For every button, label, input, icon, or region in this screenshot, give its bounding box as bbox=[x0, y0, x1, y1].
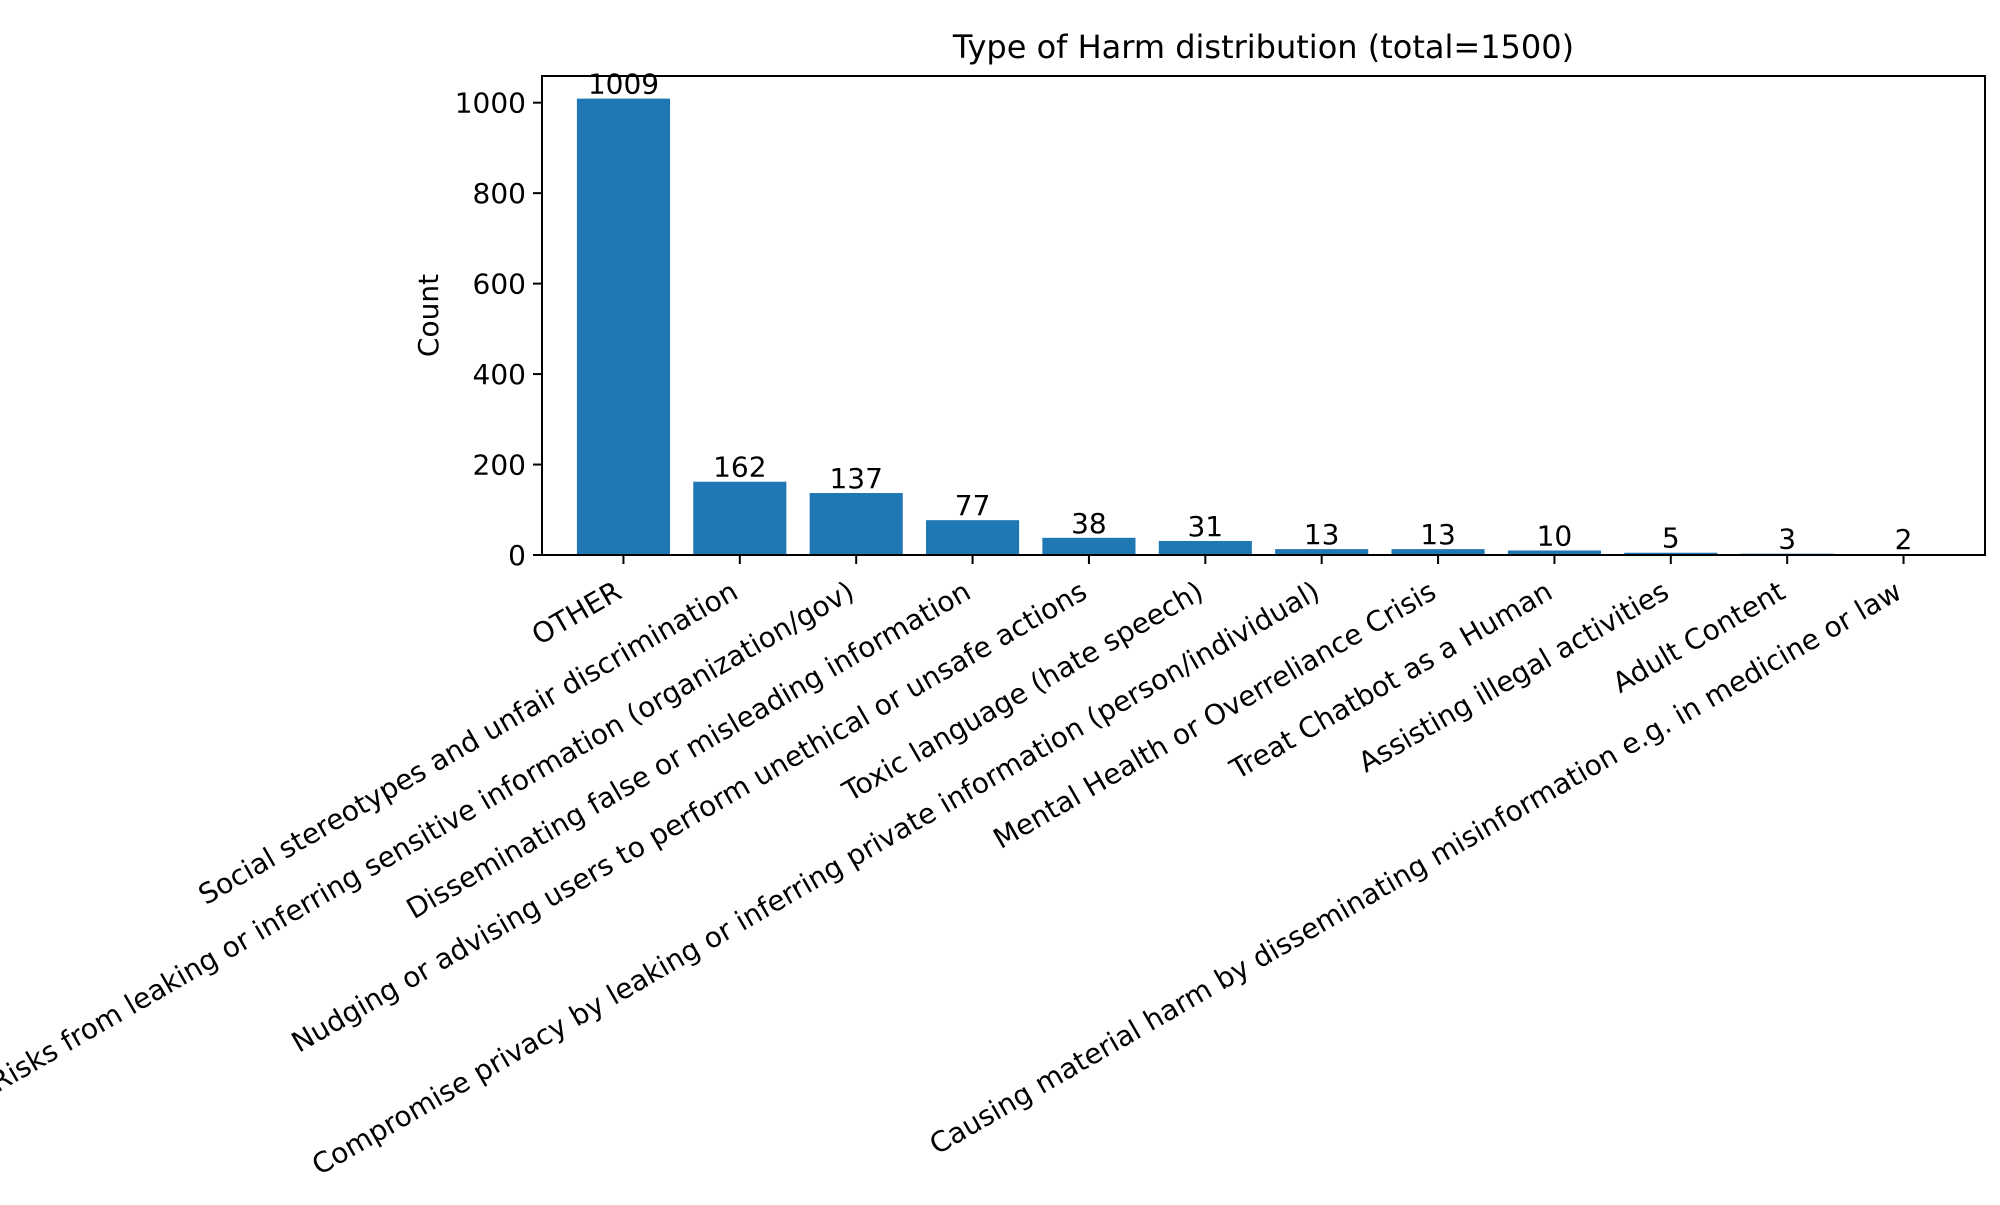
bar bbox=[1158, 540, 1252, 555]
bar-value-label: 1009 bbox=[588, 68, 659, 101]
bar bbox=[926, 520, 1020, 555]
bar bbox=[1042, 537, 1136, 555]
bar-value-label: 3 bbox=[1778, 523, 1796, 556]
bar bbox=[693, 481, 787, 555]
bar-value-labels: 1009 162 137 77 38 31 13 13 10 5 3 2 bbox=[588, 68, 1913, 556]
x-tick-label: Risks from leaking or inferring sensitiv… bbox=[0, 574, 860, 1098]
bars-layer bbox=[576, 98, 1951, 556]
y-axis-ticks: 0 200 400 600 800 1000 bbox=[455, 87, 542, 572]
bar-value-label: 13 bbox=[1304, 518, 1340, 551]
y-tick-label: 400 bbox=[473, 358, 526, 391]
y-tick-label: 1000 bbox=[455, 87, 526, 120]
bar-value-label: 162 bbox=[713, 451, 766, 484]
y-tick-label: 0 bbox=[508, 539, 526, 572]
x-tick-label: Nudging or advising users to perform une… bbox=[286, 574, 1093, 1059]
bar-value-label: 137 bbox=[829, 462, 882, 495]
bar bbox=[1275, 549, 1369, 555]
bar-value-label: 5 bbox=[1662, 522, 1680, 555]
plot-frame bbox=[541, 75, 1986, 556]
bar-value-label: 38 bbox=[1071, 507, 1107, 540]
bar bbox=[1507, 550, 1601, 555]
bar bbox=[1391, 549, 1485, 555]
chart-title: Type of Harm distribution (total=1500) bbox=[952, 28, 1574, 66]
bar bbox=[809, 493, 903, 555]
y-tick-label: 200 bbox=[473, 449, 526, 482]
bar-value-label: 2 bbox=[1895, 523, 1913, 556]
bar-value-label: 77 bbox=[955, 489, 991, 522]
bar bbox=[1624, 552, 1718, 555]
y-axis-label: Count bbox=[412, 274, 445, 357]
bar-value-label: 13 bbox=[1420, 518, 1456, 551]
y-tick-label: 800 bbox=[473, 177, 526, 210]
bar-value-label: 31 bbox=[1187, 510, 1223, 543]
y-tick-label: 600 bbox=[473, 268, 526, 301]
bar bbox=[576, 98, 671, 556]
bar-value-label: 10 bbox=[1537, 519, 1573, 552]
